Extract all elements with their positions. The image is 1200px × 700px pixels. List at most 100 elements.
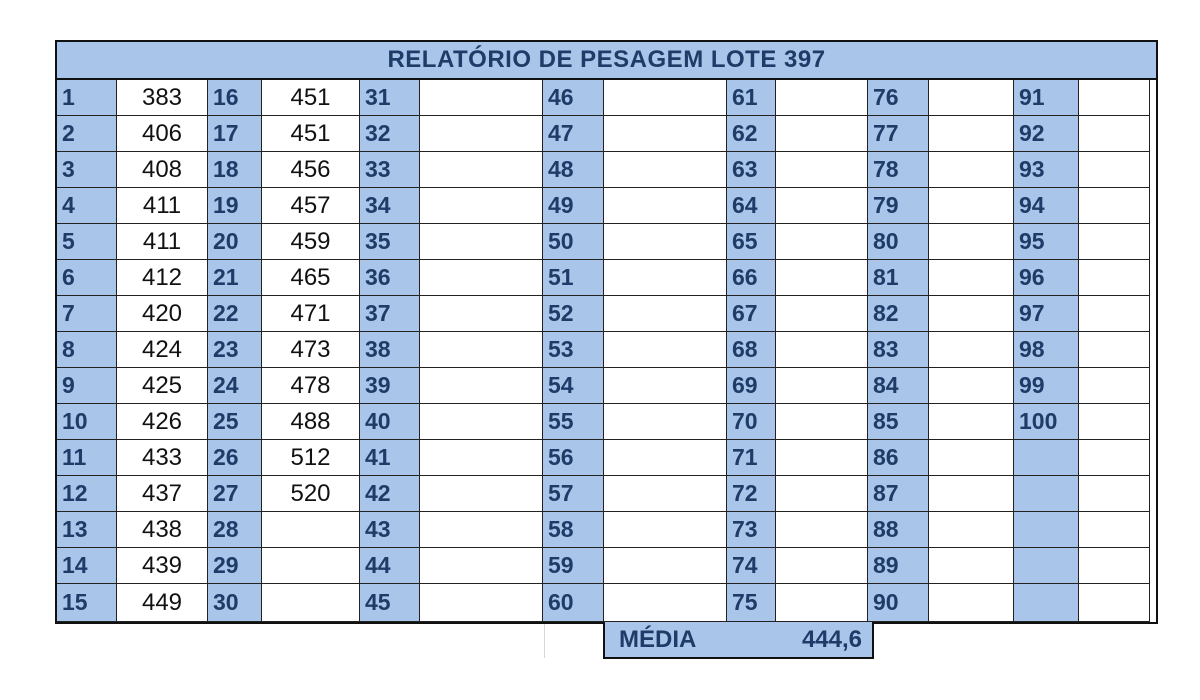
item-number-cell: 12 xyxy=(57,476,117,512)
weight-value-cell xyxy=(604,296,727,332)
weight-value-cell xyxy=(929,296,1014,332)
weight-value-cell xyxy=(776,548,868,584)
item-number-cell: 47 xyxy=(543,116,604,152)
weight-value-cell xyxy=(776,152,868,188)
weight-value-cell xyxy=(420,224,543,260)
item-number-cell: 36 xyxy=(360,260,420,296)
item-number-cell: 23 xyxy=(208,332,262,368)
item-number-cell: 24 xyxy=(208,368,262,404)
item-number-cell: 20 xyxy=(208,224,262,260)
item-number-cell: 37 xyxy=(360,296,420,332)
item-number-cell: 54 xyxy=(543,368,604,404)
item-number-cell: 9 xyxy=(57,368,117,404)
weight-value-cell: 439 xyxy=(117,548,208,584)
weight-value-cell xyxy=(776,404,868,440)
item-number-cell: 61 xyxy=(727,80,776,116)
weight-value-cell xyxy=(1079,260,1150,296)
weight-value-cell xyxy=(929,332,1014,368)
weight-value-cell xyxy=(420,332,543,368)
weight-value-cell xyxy=(929,224,1014,260)
item-number-cell: 96 xyxy=(1014,260,1079,296)
weight-value-cell: 451 xyxy=(262,116,360,152)
item-number-cell: 42 xyxy=(360,476,420,512)
item-number-cell: 82 xyxy=(868,296,929,332)
weight-value-cell xyxy=(262,584,360,622)
weight-value-cell: 425 xyxy=(117,368,208,404)
item-number-cell: 28 xyxy=(208,512,262,548)
item-number-cell: 92 xyxy=(1014,116,1079,152)
weight-value-cell xyxy=(776,188,868,224)
item-number-cell: 65 xyxy=(727,224,776,260)
item-number-cell: 86 xyxy=(868,440,929,476)
average-box: MÉDIA 444,6 xyxy=(603,622,874,659)
item-number-cell: 95 xyxy=(1014,224,1079,260)
item-number-cell: 32 xyxy=(360,116,420,152)
item-number-cell: 59 xyxy=(543,548,604,584)
item-number-cell: 56 xyxy=(543,440,604,476)
weight-value-cell xyxy=(776,584,868,622)
weight-value-cell xyxy=(420,440,543,476)
weight-value-cell: 457 xyxy=(262,188,360,224)
weight-value-cell xyxy=(1079,152,1150,188)
weight-value-cell: 408 xyxy=(117,152,208,188)
weight-value-cell xyxy=(929,440,1014,476)
item-number-cell: 64 xyxy=(727,188,776,224)
weight-value-cell: 488 xyxy=(262,404,360,440)
weight-value-cell xyxy=(262,512,360,548)
weight-value-cell: 512 xyxy=(262,440,360,476)
weight-value-cell: 465 xyxy=(262,260,360,296)
weight-value-cell: 383 xyxy=(117,80,208,116)
weight-value-cell xyxy=(1079,188,1150,224)
item-number-cell: 34 xyxy=(360,188,420,224)
weight-value-cell xyxy=(604,512,727,548)
item-number-cell: 48 xyxy=(543,152,604,188)
item-number-cell: 15 xyxy=(57,584,117,622)
weight-value-cell xyxy=(604,368,727,404)
item-number-cell: 2 xyxy=(57,116,117,152)
weight-value-cell xyxy=(1079,116,1150,152)
weight-value-cell xyxy=(1079,224,1150,260)
item-number-cell: 11 xyxy=(57,440,117,476)
item-number-cell: 76 xyxy=(868,80,929,116)
item-number-cell: 99 xyxy=(1014,368,1079,404)
weight-value-cell xyxy=(604,476,727,512)
weight-value-cell xyxy=(420,548,543,584)
item-number-cell: 66 xyxy=(727,260,776,296)
item-number-cell: 85 xyxy=(868,404,929,440)
weight-value-cell xyxy=(604,404,727,440)
item-number-cell xyxy=(1014,512,1079,548)
item-number-cell: 49 xyxy=(543,188,604,224)
weight-value-cell xyxy=(420,296,543,332)
weight-value-cell xyxy=(420,80,543,116)
item-number-cell: 72 xyxy=(727,476,776,512)
item-number-cell: 21 xyxy=(208,260,262,296)
item-number-cell: 41 xyxy=(360,440,420,476)
weight-value-cell xyxy=(420,152,543,188)
weight-value-cell xyxy=(1079,296,1150,332)
weight-value-cell xyxy=(420,116,543,152)
weight-value-cell xyxy=(929,152,1014,188)
item-number-cell: 27 xyxy=(208,476,262,512)
item-number-cell: 14 xyxy=(57,548,117,584)
item-number-cell: 63 xyxy=(727,152,776,188)
weight-grid: 1 383 2 406 3 408 4 411 5 411 6 412 7 420 8 424 9 425 10 42… xyxy=(57,80,1156,622)
item-number-cell: 79 xyxy=(868,188,929,224)
item-number-cell: 93 xyxy=(1014,152,1079,188)
item-number-cell: 87 xyxy=(868,476,929,512)
weight-value-cell: 412 xyxy=(117,260,208,296)
weight-value-cell xyxy=(420,404,543,440)
weight-value-cell: 438 xyxy=(117,512,208,548)
weight-value-cell xyxy=(776,260,868,296)
weight-value-cell xyxy=(929,80,1014,116)
weight-value-cell xyxy=(1079,368,1150,404)
weight-value-cell xyxy=(604,152,727,188)
item-number-cell: 68 xyxy=(727,332,776,368)
item-number-cell: 5 xyxy=(57,224,117,260)
weight-value-cell xyxy=(776,332,868,368)
weight-value-cell xyxy=(776,80,868,116)
weight-value-cell: 473 xyxy=(262,332,360,368)
weight-value-cell xyxy=(929,368,1014,404)
item-number-cell: 33 xyxy=(360,152,420,188)
weighing-report-table: RELATÓRIO DE PESAGEM LOTE 397 1 383 2 406 3 4… xyxy=(55,40,1158,624)
item-number-cell xyxy=(1014,476,1079,512)
